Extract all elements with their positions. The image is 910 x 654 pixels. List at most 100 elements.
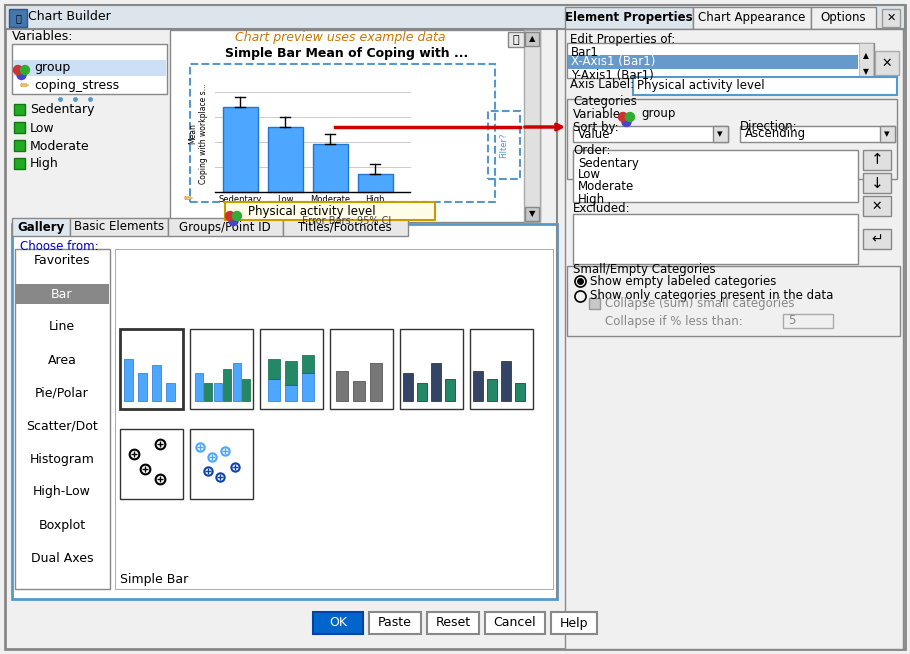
Text: Variable:: Variable:	[573, 107, 625, 120]
Bar	[875, 51, 899, 75]
Text: Show empty labeled categories: Show empty labeled categories	[590, 275, 776, 288]
Text: 📊: 📊	[15, 13, 21, 23]
Bar	[285, 361, 297, 385]
Text: Pie/Polar: Pie/Polar	[35, 387, 89, 400]
Text: ✏: ✏	[20, 81, 29, 91]
Bar	[138, 373, 147, 401]
Bar	[358, 174, 393, 192]
Bar	[573, 214, 858, 264]
Bar	[567, 43, 874, 78]
Bar	[369, 612, 421, 634]
Bar	[403, 373, 413, 401]
Bar	[431, 363, 441, 401]
Bar	[551, 612, 597, 634]
Bar	[14, 122, 25, 133]
Bar	[400, 329, 463, 409]
Bar	[573, 150, 858, 202]
Text: Value: Value	[578, 128, 611, 141]
Bar	[863, 173, 891, 193]
Bar	[190, 429, 253, 499]
Text: Chart preview uses example data: Chart preview uses example data	[235, 31, 445, 44]
Text: High: High	[365, 196, 385, 205]
Bar	[508, 32, 524, 47]
Bar	[225, 202, 435, 220]
Bar	[190, 64, 495, 202]
Text: Excluded:: Excluded:	[573, 203, 631, 216]
Bar	[501, 361, 511, 401]
Bar	[740, 126, 895, 142]
Bar	[515, 383, 525, 401]
Bar	[12, 44, 167, 94]
Bar	[524, 30, 540, 222]
Bar	[568, 55, 858, 69]
Bar	[14, 158, 25, 169]
Bar	[417, 383, 427, 401]
Text: ✕: ✕	[886, 13, 895, 23]
Text: Help: Help	[560, 617, 588, 630]
Text: Ascending: Ascending	[745, 128, 806, 141]
Bar	[488, 111, 520, 179]
Circle shape	[232, 211, 241, 220]
Text: Edit Properties of:: Edit Properties of:	[570, 33, 675, 46]
Bar	[713, 126, 728, 142]
Text: Bar: Bar	[51, 288, 73, 300]
Text: Simple Bar Mean of Coping with ...: Simple Bar Mean of Coping with ...	[226, 48, 469, 61]
Bar	[633, 77, 897, 95]
Bar	[863, 229, 891, 249]
Bar	[170, 30, 540, 222]
Bar	[13, 60, 166, 76]
Circle shape	[14, 65, 23, 75]
Circle shape	[17, 71, 26, 80]
Text: Bar1: Bar1	[571, 46, 599, 60]
Text: Low: Low	[30, 122, 55, 135]
Text: ✏: ✏	[184, 194, 193, 204]
Text: ▼: ▼	[529, 209, 535, 218]
Text: Physical activity level: Physical activity level	[637, 80, 764, 92]
Text: Moderate: Moderate	[310, 196, 350, 205]
Bar	[195, 373, 203, 401]
Text: ▾: ▾	[717, 129, 723, 139]
Text: Moderate: Moderate	[578, 181, 634, 194]
Bar	[14, 104, 25, 115]
Text: ▲: ▲	[863, 52, 869, 61]
Text: Dual Axes: Dual Axes	[31, 551, 93, 564]
Bar	[370, 363, 382, 401]
Text: ↓: ↓	[871, 175, 884, 190]
Bar	[268, 379, 280, 401]
Text: Y-Axis1 (Bar1): Y-Axis1 (Bar1)	[571, 69, 653, 82]
Text: Line: Line	[49, 320, 75, 334]
Bar	[525, 32, 539, 46]
Bar	[120, 329, 183, 409]
Text: Reset: Reset	[436, 617, 470, 630]
Text: Filter?: Filter?	[500, 132, 509, 158]
Bar	[313, 612, 363, 634]
Bar	[567, 99, 897, 179]
Text: Direction:: Direction:	[740, 120, 798, 133]
Bar	[168, 218, 283, 236]
Bar	[565, 29, 903, 649]
Bar	[811, 7, 876, 29]
Bar	[9, 9, 27, 27]
Text: Cancel: Cancel	[494, 617, 536, 630]
Text: ⧉: ⧉	[512, 35, 520, 45]
Bar	[190, 329, 253, 409]
Text: Area: Area	[47, 354, 76, 366]
Text: ✕: ✕	[882, 56, 892, 69]
Text: Low: Low	[578, 169, 601, 182]
Text: Chart Builder: Chart Builder	[28, 10, 111, 24]
Text: coping_stress: coping_stress	[34, 80, 119, 92]
Text: Moderate: Moderate	[30, 139, 89, 152]
Text: ▲: ▲	[529, 35, 535, 44]
Text: Show only categories present in the data: Show only categories present in the data	[590, 290, 834, 303]
Text: Axis Label:: Axis Label:	[570, 78, 634, 92]
Bar	[313, 144, 348, 192]
Text: ↵: ↵	[871, 232, 883, 246]
Bar	[233, 363, 241, 401]
Bar	[223, 369, 231, 401]
Text: Order:: Order:	[573, 143, 611, 156]
Bar	[268, 359, 280, 379]
Text: Categories: Categories	[573, 94, 637, 107]
Text: 5: 5	[788, 315, 795, 328]
Text: High: High	[30, 158, 59, 171]
Bar	[693, 7, 811, 29]
